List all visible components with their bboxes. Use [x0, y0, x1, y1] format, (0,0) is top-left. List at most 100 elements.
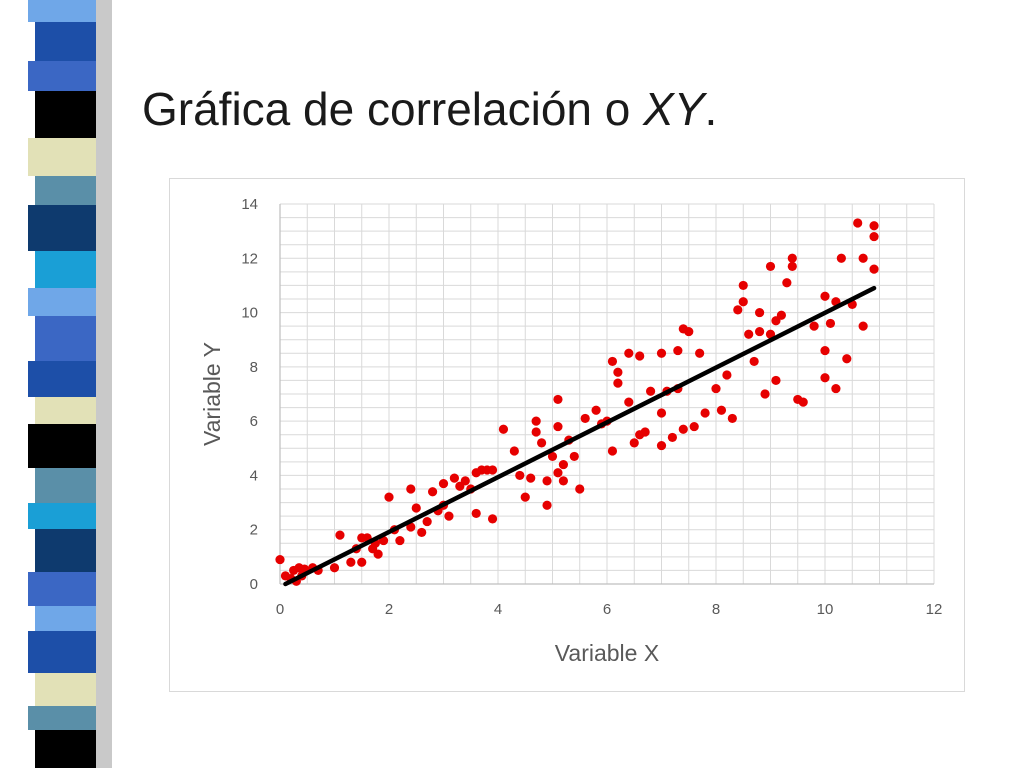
- data-point: [406, 522, 416, 532]
- y-axis-title: Variable Y: [199, 342, 225, 446]
- data-point: [547, 451, 558, 462]
- data-point: [613, 378, 623, 388]
- data-point: [591, 405, 601, 415]
- data-point: [553, 421, 563, 432]
- data-point: [738, 280, 748, 291]
- stripe-band: [28, 138, 96, 176]
- y-tick-label: 14: [241, 196, 258, 213]
- x-tick-label: 8: [712, 601, 720, 618]
- data-point: [553, 468, 563, 478]
- data-point: [656, 440, 667, 451]
- data-point: [422, 516, 432, 527]
- stripe-band: [35, 176, 96, 205]
- stripe-band: [35, 529, 96, 572]
- data-point: [869, 231, 879, 242]
- data-point: [820, 345, 830, 356]
- x-tick-label: 6: [603, 601, 611, 618]
- data-point: [329, 563, 340, 573]
- data-point: [656, 348, 667, 358]
- data-point: [553, 394, 563, 405]
- stripe-band: [35, 316, 96, 361]
- x-tick-label: 4: [494, 601, 502, 618]
- data-point: [776, 310, 787, 320]
- scatter-chart-canvas: 0 2 4 6 8 10 12 0 2 4 6 8 10 12 14 Variable X Variable Y: [199, 196, 942, 666]
- data-point: [335, 530, 345, 540]
- data-point: [689, 421, 699, 432]
- chart-axes: [279, 204, 934, 585]
- data-point: [787, 253, 797, 263]
- data-point: [869, 264, 879, 274]
- stripe-band: [35, 22, 96, 61]
- data-point: [542, 476, 552, 486]
- data-point: [449, 473, 459, 483]
- stripe-band: [35, 673, 96, 706]
- stripe-band: [35, 397, 96, 424]
- y-tick-label: 0: [250, 576, 258, 593]
- data-point: [487, 514, 498, 524]
- data-point: [411, 503, 421, 513]
- stripe-band: [28, 205, 96, 251]
- data-point: [771, 375, 781, 386]
- data-point: [384, 492, 394, 502]
- data-point: [755, 307, 765, 318]
- data-point: [417, 527, 427, 538]
- data-point: [716, 405, 727, 415]
- data-point: [727, 413, 737, 424]
- data-point: [635, 351, 645, 361]
- stripe-band: [35, 91, 96, 138]
- slide-title-text: Gráfica de correlación o: [142, 83, 644, 135]
- data-point: [428, 487, 438, 497]
- data-point: [842, 354, 852, 364]
- chart-trendline-group: [283, 285, 877, 587]
- data-point: [406, 484, 416, 494]
- x-tick-label: 2: [385, 601, 393, 618]
- stripe-band: [28, 361, 96, 397]
- chart-labels: 0 2 4 6 8 10 12 0 2 4 6 8 10 12 14 Variable X Variable Y: [199, 196, 942, 666]
- data-point: [498, 424, 509, 434]
- data-point: [695, 348, 705, 358]
- stripe-band: [35, 730, 96, 768]
- chart-gridlines: [279, 203, 935, 585]
- stripe-band: [28, 572, 96, 606]
- data-point: [760, 389, 770, 399]
- stripe-band: [28, 631, 96, 673]
- stripe-band: [35, 468, 96, 503]
- stripe-band: [35, 251, 96, 288]
- data-point: [580, 413, 590, 424]
- data-point: [629, 438, 639, 448]
- data-point: [624, 348, 634, 358]
- data-point: [471, 508, 481, 519]
- data-point: [460, 476, 470, 486]
- data-point: [749, 356, 759, 367]
- y-tick-label: 2: [250, 522, 258, 539]
- data-point: [607, 356, 618, 367]
- data-point: [809, 321, 819, 331]
- data-point: [711, 383, 721, 394]
- y-tick-label: 12: [241, 250, 258, 267]
- data-point: [787, 261, 797, 272]
- data-point: [537, 438, 547, 448]
- data-point: [755, 326, 765, 337]
- data-point: [438, 478, 449, 489]
- stripe-shadow: [96, 0, 112, 768]
- data-point: [542, 500, 552, 510]
- data-point: [858, 321, 868, 331]
- data-point: [782, 278, 792, 288]
- slide-title: Gráfica de correlación o XY.: [142, 82, 717, 136]
- data-point: [558, 459, 568, 470]
- slide-title-period: .: [704, 83, 718, 135]
- data-point: [820, 291, 830, 301]
- data-point: [825, 318, 836, 329]
- y-tick-label: 8: [250, 359, 258, 376]
- stripe-band: [28, 706, 96, 730]
- data-point: [858, 253, 868, 263]
- data-point: [357, 557, 367, 567]
- data-point: [646, 386, 656, 396]
- data-point: [607, 446, 618, 456]
- x-axis-title: Variable X: [555, 640, 659, 666]
- stripe-band: [28, 503, 96, 529]
- data-point: [684, 326, 694, 337]
- data-point: [722, 370, 732, 380]
- data-point: [765, 261, 776, 272]
- data-point: [373, 549, 383, 559]
